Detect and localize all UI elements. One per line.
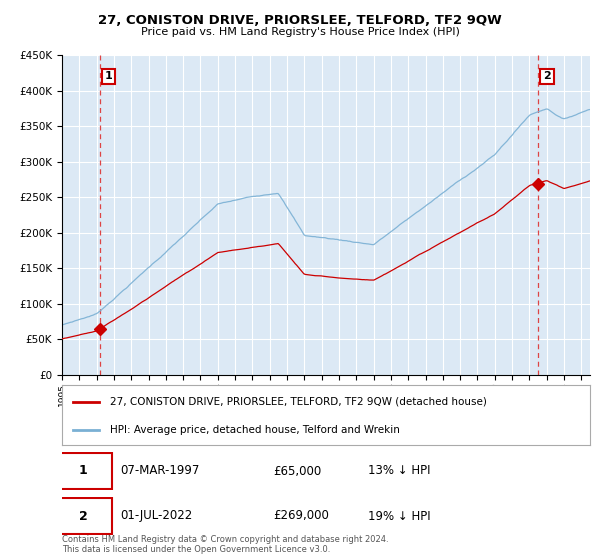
Text: 2: 2	[79, 510, 88, 522]
Text: 2: 2	[543, 71, 551, 81]
Text: HPI: Average price, detached house, Telford and Wrekin: HPI: Average price, detached house, Telf…	[110, 425, 400, 435]
Text: 27, CONISTON DRIVE, PRIORSLEE, TELFORD, TF2 9QW (detached house): 27, CONISTON DRIVE, PRIORSLEE, TELFORD, …	[110, 397, 487, 407]
Text: 01-JUL-2022: 01-JUL-2022	[120, 510, 193, 522]
Text: Price paid vs. HM Land Registry's House Price Index (HPI): Price paid vs. HM Land Registry's House …	[140, 27, 460, 37]
Text: 07-MAR-1997: 07-MAR-1997	[120, 464, 199, 478]
Text: 13% ↓ HPI: 13% ↓ HPI	[368, 464, 431, 478]
Text: 1: 1	[79, 464, 88, 478]
Text: Contains HM Land Registry data © Crown copyright and database right 2024.
This d: Contains HM Land Registry data © Crown c…	[62, 535, 389, 554]
Text: £269,000: £269,000	[273, 510, 329, 522]
Text: 27, CONISTON DRIVE, PRIORSLEE, TELFORD, TF2 9QW: 27, CONISTON DRIVE, PRIORSLEE, TELFORD, …	[98, 14, 502, 27]
Text: 1: 1	[105, 71, 113, 81]
Text: £65,000: £65,000	[273, 464, 322, 478]
Text: 19% ↓ HPI: 19% ↓ HPI	[368, 510, 431, 522]
FancyBboxPatch shape	[54, 498, 112, 534]
FancyBboxPatch shape	[54, 453, 112, 489]
